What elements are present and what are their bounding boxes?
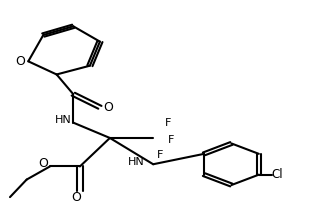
Text: Cl: Cl: [271, 168, 283, 181]
Text: O: O: [72, 191, 82, 204]
Text: O: O: [103, 101, 113, 114]
Text: F: F: [168, 135, 175, 145]
Text: F: F: [157, 150, 163, 161]
Text: HN: HN: [128, 157, 145, 167]
Text: O: O: [15, 55, 25, 68]
Text: HN: HN: [55, 115, 72, 125]
Text: O: O: [38, 157, 48, 170]
Text: F: F: [165, 118, 171, 128]
